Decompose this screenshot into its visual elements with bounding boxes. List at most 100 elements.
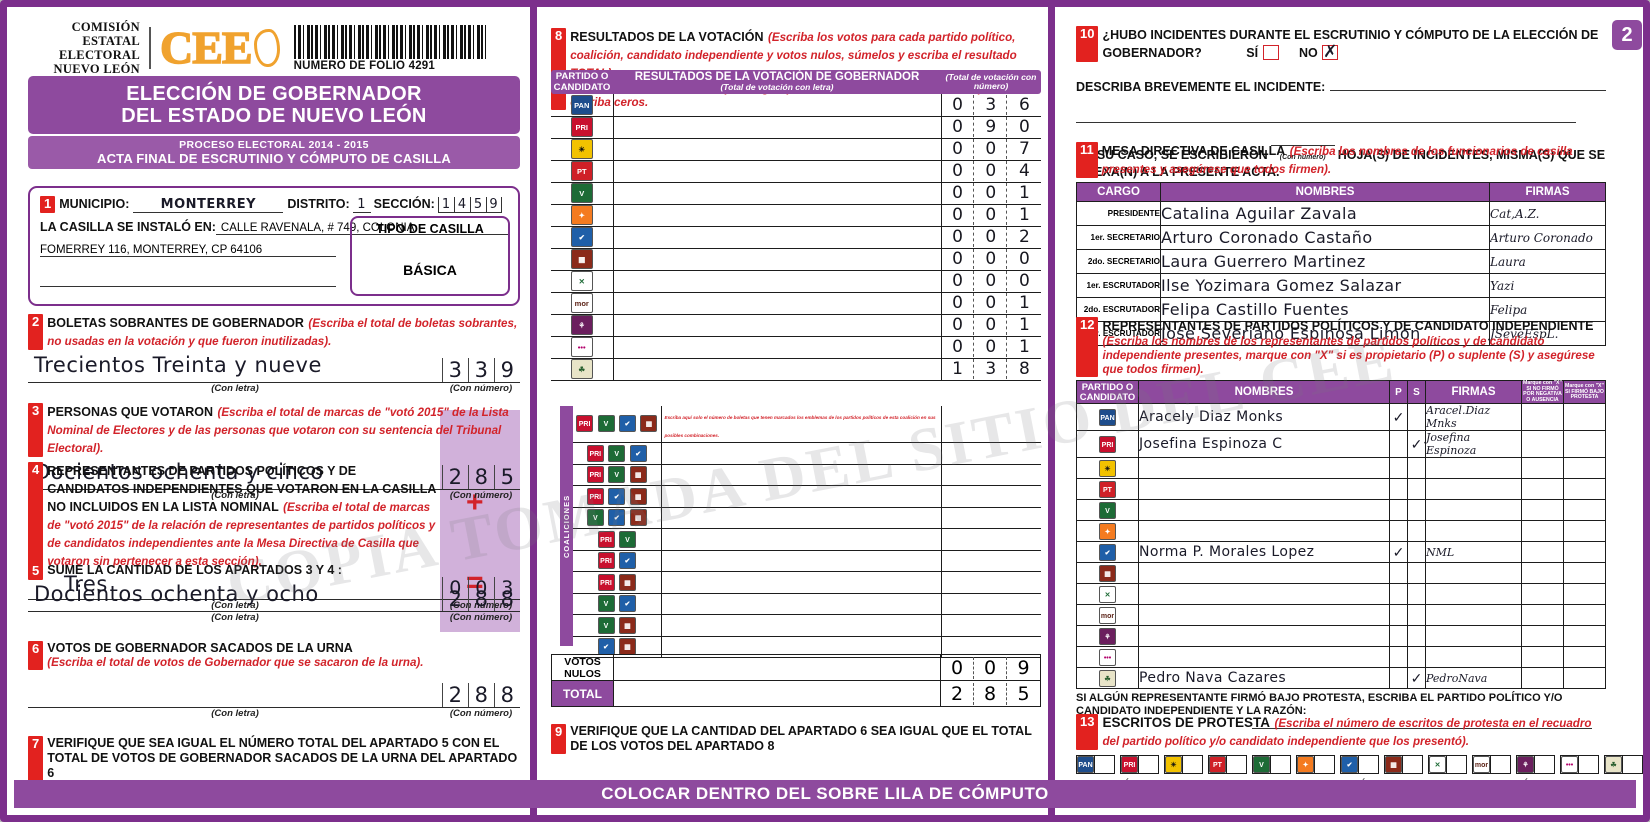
mesa-firma[interactable]: Arturo Coronado	[1489, 225, 1606, 250]
mesa-firma[interactable]: Cat,A.Z.	[1489, 201, 1606, 226]
votos-nulos-letra[interactable]	[613, 654, 941, 681]
section-5-numero-value[interactable]: 2 8 8	[442, 582, 520, 612]
coalition-letra[interactable]	[661, 485, 941, 508]
rep-protesta[interactable]	[1563, 520, 1606, 543]
vote-row-letra[interactable]	[613, 292, 941, 315]
protest-box-input[interactable]	[1094, 756, 1114, 773]
total-numero[interactable]: 2 8 5	[940, 680, 1041, 707]
rep-propietario[interactable]	[1389, 430, 1408, 459]
vote-row-letra[interactable]	[613, 116, 941, 139]
protest-box-pan[interactable]: PAN	[1076, 755, 1115, 774]
total-d1[interactable]: 8	[974, 682, 1007, 705]
rep-propietario[interactable]	[1389, 562, 1408, 585]
vote-row-letra[interactable]	[613, 336, 941, 359]
describe-input-1[interactable]	[1330, 76, 1606, 91]
rep-protesta[interactable]	[1563, 562, 1606, 585]
rep-suplente[interactable]	[1407, 646, 1426, 669]
mesa-nombre[interactable]: Ilse Yozimara Gomez Salazar	[1160, 273, 1490, 298]
protest-box-input[interactable]	[1270, 756, 1290, 773]
section-5-letra-value[interactable]: Docientos ochenta y ocho	[28, 582, 442, 612]
s6-d2[interactable]: 8	[494, 683, 520, 708]
rep-firma[interactable]	[1425, 457, 1522, 480]
protest-box-indep[interactable]: ☘	[1604, 755, 1643, 774]
protest-box-input[interactable]	[1534, 756, 1554, 773]
mesa-nombre[interactable]: Catalina Aguilar Zavala	[1160, 201, 1490, 226]
rep-suplente[interactable]: ✓	[1407, 430, 1426, 459]
vote-row-letra[interactable]	[613, 358, 941, 381]
rep-propietario[interactable]	[1389, 604, 1408, 627]
coalition-numero[interactable]	[940, 550, 1041, 572]
vote-row-letra[interactable]	[613, 270, 941, 293]
protest-box-input[interactable]	[1622, 756, 1642, 773]
rep-nombre[interactable]	[1138, 478, 1390, 501]
mesa-firma[interactable]: Laura	[1489, 249, 1606, 274]
rep-protesta[interactable]	[1563, 625, 1606, 648]
votos-nulos-numero[interactable]: 0 0 9	[940, 654, 1041, 681]
protest-box-input[interactable]	[1446, 756, 1466, 773]
rep-suplente[interactable]	[1407, 625, 1426, 648]
rep-nombre[interactable]: Norma P. Morales Lopez	[1138, 541, 1390, 564]
mesa-nombre[interactable]: Arturo Coronado Castaño	[1160, 225, 1490, 250]
tipo-casilla-value[interactable]: BÁSICA	[403, 262, 457, 278]
rep-nombre[interactable]	[1138, 562, 1390, 585]
protest-box-na[interactable]: ✔	[1340, 755, 1379, 774]
rep-protesta[interactable]	[1563, 583, 1606, 606]
coalition-letra[interactable]: Escriba aquí solo el número de boletas q…	[661, 406, 941, 443]
rep-nofirmo[interactable]	[1521, 430, 1564, 459]
s3-d1[interactable]: 8	[468, 465, 494, 489]
coalition-numero[interactable]	[940, 406, 1041, 443]
protest-box-input[interactable]	[1358, 756, 1378, 773]
coalition-numero[interactable]	[940, 442, 1041, 465]
rep-firma[interactable]	[1425, 499, 1522, 522]
si-checkbox[interactable]	[1262, 45, 1279, 61]
rep-protesta[interactable]	[1563, 604, 1606, 627]
rep-suplente[interactable]	[1407, 499, 1426, 522]
rep-nofirmo[interactable]	[1521, 520, 1564, 543]
municipio-value[interactable]: MONTERREY	[133, 197, 284, 213]
vote-row-letra[interactable]	[613, 314, 941, 337]
rep-protesta[interactable]	[1563, 430, 1606, 459]
section-6-letra-value[interactable]	[28, 682, 442, 709]
coalition-letra[interactable]	[661, 593, 941, 615]
rep-nofirmo[interactable]	[1521, 541, 1564, 564]
s5-d0[interactable]: 2	[442, 586, 468, 611]
rep-firma[interactable]	[1425, 604, 1522, 627]
rep-protesta[interactable]	[1563, 499, 1606, 522]
vote-row-letra[interactable]	[613, 204, 941, 227]
coalition-numero[interactable]	[940, 464, 1041, 486]
rep-protesta[interactable]	[1563, 403, 1606, 432]
rep-protesta[interactable]	[1563, 478, 1606, 501]
coalition-letra[interactable]	[661, 571, 941, 594]
section-3-numero-value[interactable]: 2 8 5	[442, 460, 520, 490]
seccion-digit-3[interactable]: 9	[485, 197, 502, 213]
vote-row-letra[interactable]	[613, 160, 941, 183]
rep-propietario[interactable]	[1389, 646, 1408, 669]
rep-nofirmo[interactable]	[1521, 625, 1564, 648]
s5-d2[interactable]: 8	[494, 586, 520, 611]
rep-suplente[interactable]: ✓	[1407, 667, 1426, 690]
rep-suplente[interactable]	[1407, 520, 1426, 543]
hojas-input[interactable]	[1270, 132, 1335, 146]
mesa-nombre[interactable]: Laura Guerrero Martinez	[1160, 249, 1490, 274]
coalition-letra[interactable]	[661, 442, 941, 465]
coalition-numero[interactable]	[940, 507, 1041, 529]
coalition-letra[interactable]	[661, 507, 941, 529]
rep-suplente[interactable]	[1407, 562, 1426, 585]
rep-nombre[interactable]	[1138, 499, 1390, 522]
vote-row-letra[interactable]	[613, 182, 941, 205]
coalition-numero[interactable]	[940, 614, 1041, 637]
distrito-value[interactable]: 1	[352, 197, 371, 213]
rep-protesta[interactable]	[1563, 646, 1606, 669]
nulos-d2[interactable]: 9	[1017, 656, 1030, 679]
nulos-d1[interactable]: 0	[974, 656, 1007, 679]
seccion-digit-0[interactable]: 1	[437, 197, 454, 213]
rep-nombre[interactable]	[1138, 604, 1390, 627]
rep-protesta[interactable]	[1563, 667, 1606, 690]
rep-firma[interactable]	[1425, 562, 1522, 585]
